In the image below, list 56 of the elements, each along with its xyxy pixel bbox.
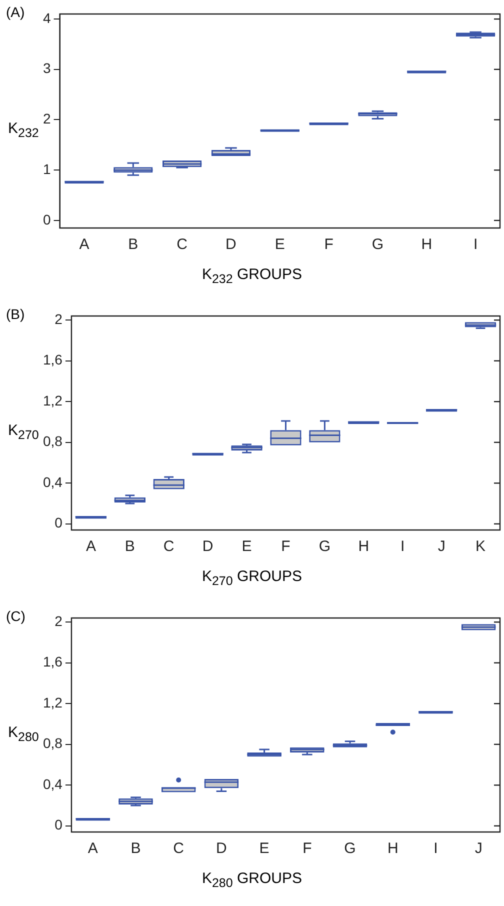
y-axis-title: K$_{270}$ xyxy=(8,422,39,442)
x-tick-label: H xyxy=(358,538,370,556)
x-axis-title: K$_{270}$ GROUPS xyxy=(200,568,304,588)
x-tick-label: J xyxy=(438,538,446,556)
x-axis-title: K$_{232}$ GROUPS xyxy=(200,266,304,286)
x-tick-label: A xyxy=(79,236,90,254)
x-tick-label: G xyxy=(344,840,356,858)
x-tick-label: B xyxy=(128,236,138,254)
y-tick-label: 2 xyxy=(42,110,51,127)
x-tick-label: B xyxy=(130,840,141,858)
x-tick-label: G xyxy=(372,236,384,254)
x-tick-label: B xyxy=(124,538,135,556)
x-tick-label: E xyxy=(259,840,270,858)
y-tick-label: 1,2 xyxy=(42,694,63,710)
y-tick-label: 0,8 xyxy=(42,433,63,450)
x-tick-label: F xyxy=(302,840,312,858)
x-tick-label: E xyxy=(242,538,252,556)
x-tick-label: G xyxy=(318,538,331,556)
x-tick-label: D xyxy=(216,840,228,858)
x-tick-label: E xyxy=(274,236,285,254)
y-tick-label: 2 xyxy=(54,612,63,629)
y-tick-label: 1,6 xyxy=(42,352,63,368)
y-tick-label: 2 xyxy=(54,310,63,327)
x-tick-label: H xyxy=(421,236,432,254)
y-tick-label: 4 xyxy=(42,10,51,26)
y-tick-label: 0 xyxy=(42,211,51,228)
x-tick-label: K xyxy=(476,538,486,556)
x-tick-label: I xyxy=(400,538,405,556)
x-tick-label: I xyxy=(434,840,438,858)
x-tick-label: C xyxy=(173,840,184,858)
x-tick-label: C xyxy=(163,538,174,556)
x-tick-label: I xyxy=(473,236,478,254)
chart-title: (C) xyxy=(6,608,26,624)
x-tick-label: J xyxy=(474,840,482,858)
y-tick-label: 0 xyxy=(54,816,63,833)
x-tick-label: F xyxy=(324,236,334,254)
chart-title: (A) xyxy=(6,4,25,20)
x-tick-label: A xyxy=(88,840,98,858)
x-tick-label: C xyxy=(176,236,188,254)
y-axis-title: K$_{280}$ xyxy=(8,724,39,744)
x-tick-label: H xyxy=(387,840,398,858)
y-tick-label: 1,2 xyxy=(42,392,63,408)
x-tick-label: D xyxy=(202,538,214,556)
y-axis-title: K$_{232}$ xyxy=(8,120,39,140)
chart-title: (B) xyxy=(6,306,25,322)
x-axis-title: K$_{280}$ GROUPS xyxy=(200,870,304,890)
y-tick-label: 3 xyxy=(42,60,51,76)
y-tick-label: 0,4 xyxy=(42,474,63,490)
x-tick-label: F xyxy=(281,538,290,556)
y-tick-label: 0 xyxy=(54,514,63,531)
y-tick-label: 0,4 xyxy=(42,776,63,792)
x-tick-label: A xyxy=(86,538,96,556)
y-tick-label: 1 xyxy=(42,160,51,177)
x-tick-label: D xyxy=(226,236,237,254)
y-tick-label: 0,8 xyxy=(42,735,63,752)
y-tick-label: 1,6 xyxy=(42,654,63,670)
